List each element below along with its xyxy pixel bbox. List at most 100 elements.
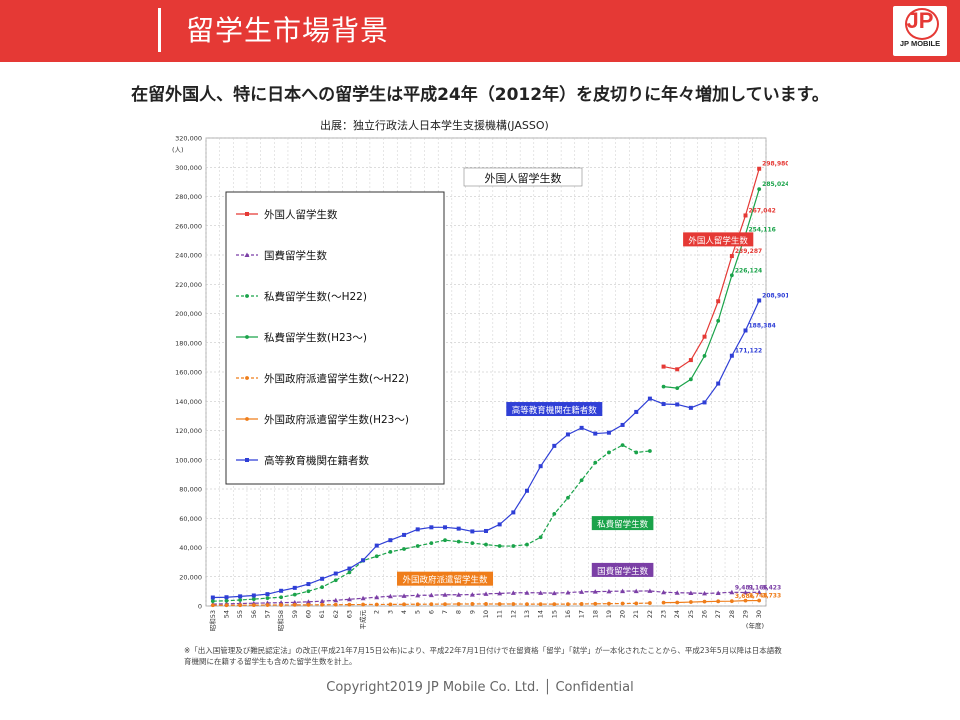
data-point-square [579, 425, 584, 430]
data-point-circle [525, 602, 529, 606]
data-point-triangle [715, 590, 721, 595]
data-point-square [757, 298, 762, 303]
data-point-triangle [661, 589, 667, 595]
legend-item-label: 私費留学生数(〜H22) [264, 290, 367, 303]
data-point-circle [238, 598, 243, 602]
data-point-circle [347, 570, 352, 575]
data-point-circle [245, 376, 249, 380]
data-point-circle [484, 542, 488, 547]
data-point-circle [648, 601, 652, 605]
data-point-triangle [510, 590, 516, 595]
data-point-circle [292, 592, 297, 597]
chart-footnote: ※「出入国管理及び難民認定法」の改正(平成21年7月15日公布)により、平成22… [184, 646, 782, 666]
data-point-square [388, 538, 393, 543]
y-tick-label: 300,000 [175, 164, 202, 172]
data-point-square [675, 402, 680, 407]
data-point-triangle [729, 589, 735, 595]
data-label: 254,116 [749, 226, 776, 233]
x-tick-label: 26 [701, 610, 709, 618]
data-point-circle [525, 542, 529, 547]
data-point-circle [593, 460, 598, 465]
x-tick-label: 17 [578, 610, 586, 618]
callout-label: 外国人留学生数 [688, 235, 748, 246]
x-tick-label: 20 [619, 610, 627, 618]
legend-item-label: 外国政府派遣留学生数(H23〜) [264, 413, 409, 426]
y-tick-label: 20,000 [179, 573, 202, 581]
data-point-circle [415, 602, 420, 607]
data-point-circle [757, 187, 762, 192]
data-point-circle [538, 602, 543, 606]
x-tick-label: 21 [632, 610, 640, 618]
data-point-triangle [292, 599, 298, 605]
data-point-circle [757, 598, 762, 603]
data-point-square [511, 510, 516, 515]
data-point-circle [579, 602, 584, 606]
data-point-circle [443, 538, 447, 543]
data-point-triangle [551, 590, 557, 596]
data-point-circle [497, 602, 502, 606]
chart-container: 0 20,000 40,000 60,000 80,000 100,000 120,000 1… [164, 128, 789, 668]
data-point-square [661, 402, 666, 407]
data-point-circle [265, 603, 270, 607]
legend-item-label: 高等教育機関在籍者数 [264, 454, 369, 467]
data-point-circle [251, 597, 256, 602]
data-point-circle [716, 318, 721, 323]
data-label: 171,122 [735, 348, 762, 355]
x-tick-label: 55 [236, 610, 244, 618]
data-point-circle [702, 354, 707, 358]
x-tick-label: 6 [427, 610, 435, 614]
data-point-circle [415, 544, 420, 548]
data-point-circle [456, 539, 461, 544]
data-point-square [716, 299, 721, 304]
data-point-square [456, 526, 461, 531]
x-tick-label: 30 [755, 610, 763, 618]
x-tick-label: 4 [400, 610, 408, 614]
callout-label: 私費留学生数 [597, 519, 649, 530]
data-point-triangle [688, 590, 694, 595]
data-point-square [429, 525, 434, 530]
data-point-circle [511, 602, 516, 606]
data-point-square [374, 543, 379, 548]
y-tick-label: 200,000 [175, 310, 202, 318]
data-point-square [716, 381, 721, 386]
line-chart: 0 20,000 40,000 60,000 80,000 100,000 120,000 1… [172, 135, 789, 632]
data-point-circle [484, 602, 488, 606]
callout-box [506, 402, 603, 417]
y-tick-label: 120,000 [175, 427, 202, 435]
x-tick-label: 2 [373, 610, 381, 614]
x-tick-label: 54 [222, 610, 230, 618]
copyright-footer: Copyright2019 JP Mobile Co. Ltd. │ Confi… [326, 680, 634, 695]
data-point-circle [607, 450, 611, 455]
chart-title: 外国人留学生数 [485, 171, 562, 185]
y-tick-label: 80,000 [179, 486, 202, 494]
data-point-circle [224, 603, 229, 608]
data-point-square [647, 396, 652, 401]
data-point-triangle [278, 600, 284, 605]
data-point-square [757, 166, 762, 171]
data-point-square [552, 443, 557, 448]
data-point-circle [320, 602, 324, 607]
data-point-triangle [743, 590, 749, 595]
callout-box [683, 232, 754, 247]
data-point-square [470, 529, 475, 534]
data-point-circle [538, 535, 543, 540]
data-point-circle [429, 602, 434, 607]
y-tick-label: 260,000 [175, 222, 202, 230]
data-point-square [415, 527, 420, 532]
data-point-circle [320, 585, 324, 590]
callout-box [591, 516, 654, 531]
data-point-square [251, 593, 256, 598]
data-point-circle [279, 595, 284, 600]
y-tick-label: 280,000 [175, 193, 202, 201]
legend-box [225, 191, 445, 485]
data-point-square [634, 409, 639, 414]
data-label: 3,748 [749, 593, 768, 600]
data-point-circle [743, 598, 748, 603]
data-point-square [443, 525, 448, 530]
data-point-triangle [565, 590, 571, 595]
data-label: 3,733 [762, 593, 781, 600]
data-point-square [497, 522, 502, 527]
data-label: 285,024 [762, 181, 788, 188]
data-point-circle [566, 495, 570, 500]
data-point-square [292, 585, 297, 590]
